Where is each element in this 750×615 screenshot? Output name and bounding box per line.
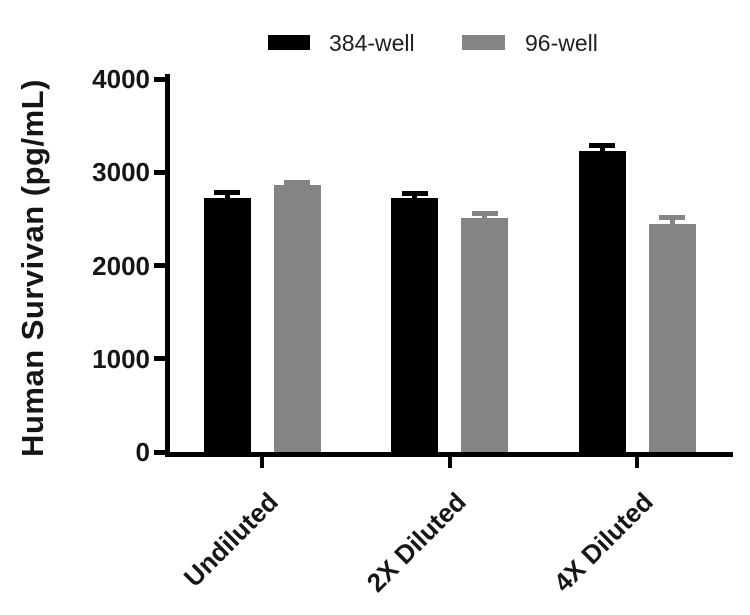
error-bar-stem-384-well-4x-diluted (599, 145, 605, 151)
y-tick-label: 3000 (92, 157, 150, 188)
y-tick (154, 263, 165, 269)
legend-swatch-96-well (462, 35, 505, 50)
y-tick (154, 356, 165, 362)
y-tick (154, 449, 165, 455)
x-tick-label: Undiluted (177, 486, 284, 593)
error-bar-cap-96-well-4x-diluted (659, 214, 685, 220)
x-axis-line (165, 452, 733, 457)
bar-384-well-4x-diluted (578, 150, 626, 453)
error-bar-cap-96-well-2x-diluted (471, 211, 498, 217)
bar-384-well-2x-diluted (391, 198, 438, 453)
x-tick-label: 2X Diluted (360, 486, 472, 598)
bar-96-well-undiluted (273, 185, 321, 453)
y-tick (154, 76, 165, 82)
y-tick-label: 4000 (92, 64, 150, 94)
bar-96-well-2x-diluted (461, 218, 508, 453)
x-tick (260, 456, 264, 468)
bar-96-well-4x-diluted (648, 223, 696, 453)
legend-swatch-384-well (268, 35, 310, 50)
x-tick (447, 456, 452, 468)
y-tick-label: 0 (135, 437, 150, 468)
legend-label-384-well: 384-well (329, 30, 415, 56)
error-bar-cap-384-well-undiluted (214, 190, 240, 196)
x-tick-label: 4X Diluted (547, 486, 659, 598)
error-bar-cap-384-well-2x-diluted (401, 191, 428, 197)
y-tick-label: 2000 (92, 250, 150, 281)
y-axis-line (165, 74, 170, 457)
error-bar-stem-384-well-undiluted (224, 192, 230, 199)
bar-384-well-undiluted (203, 198, 251, 453)
error-bar-cap-384-well-4x-diluted (589, 143, 615, 149)
y-tick-label: 1000 (92, 343, 150, 374)
error-bar-stem-96-well-4x-diluted (669, 217, 675, 224)
legend-label-96-well: 96-well (525, 30, 598, 56)
error-bar-cap-96-well-undiluted (284, 179, 310, 185)
y-tick (154, 169, 165, 175)
x-tick (635, 456, 639, 468)
